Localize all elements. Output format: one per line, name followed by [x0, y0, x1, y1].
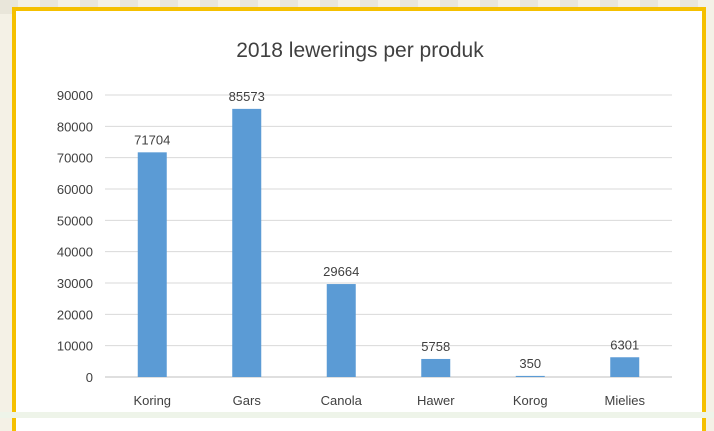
data-label-canola: 29664: [323, 264, 359, 279]
bar-canola: [326, 284, 356, 377]
y-tick-label: 70000: [57, 151, 93, 166]
bottom-strip: [0, 412, 714, 418]
x-tick-label-mielies: Mielies: [605, 393, 646, 408]
data-label-gars: 85573: [229, 89, 265, 104]
x-tick-label-koring: Koring: [133, 393, 171, 408]
data-label-korog: 350: [519, 356, 541, 371]
bar-koring: [137, 152, 167, 377]
bar-hawer: [421, 358, 451, 377]
bar-mielies: [610, 357, 640, 377]
y-tick-label: 20000: [57, 307, 93, 322]
y-tick-label: 80000: [57, 119, 93, 134]
bars: [137, 108, 640, 377]
data-label-koring: 71704: [134, 132, 170, 147]
x-tick-label-hawer: Hawer: [417, 393, 455, 408]
y-tick-label: 40000: [57, 245, 93, 260]
x-tick-label-gars: Gars: [233, 393, 262, 408]
data-label-mielies: 6301: [610, 337, 639, 352]
y-tick-label: 50000: [57, 213, 93, 228]
chart-title: 2018 lewerings per produk: [236, 39, 484, 62]
y-tick-label: 90000: [57, 88, 93, 103]
x-tick-label-korog: Korog: [513, 393, 548, 408]
x-tick-label-canola: Canola: [321, 393, 363, 408]
grid-lines: [105, 94, 672, 378]
bar-chart: 2018 lewerings per produk 0 10000 20000 300…: [57, 39, 672, 408]
y-tick-label: 0: [86, 370, 93, 385]
data-labels: 71704 85573 29664 5758 350 6301: [134, 89, 639, 371]
chart-frame: [12, 7, 706, 431]
bar-gars: [232, 108, 262, 377]
y-axis-ticks: 0 10000 20000 30000 40000 50000 60000 70000 8000…: [57, 88, 93, 385]
x-axis-ticks: Koring Gars Canola Hawer Korog Mielies: [133, 393, 645, 408]
y-tick-label: 10000: [57, 339, 93, 354]
y-tick-label: 60000: [57, 182, 93, 197]
y-tick-label: 30000: [57, 276, 93, 291]
bar-korog: [515, 375, 545, 377]
data-label-hawer: 5758: [421, 339, 450, 354]
